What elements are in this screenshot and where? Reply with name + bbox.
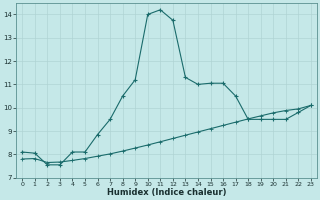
X-axis label: Humidex (Indice chaleur): Humidex (Indice chaleur) <box>107 188 226 197</box>
